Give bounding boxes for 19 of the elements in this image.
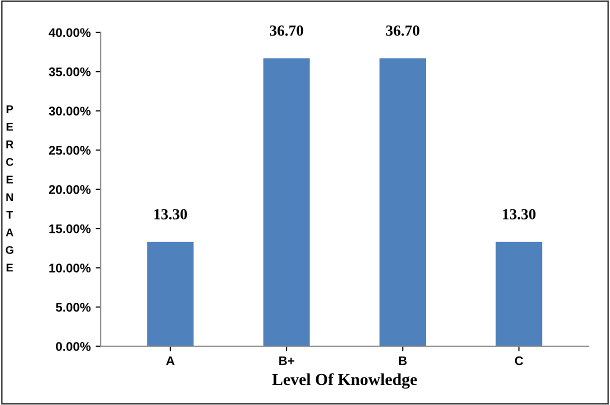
data-label: 13.30 [154,209,187,220]
x-tick-label: A [166,356,175,366]
y-tick-label: 30.00% [48,106,91,116]
y-tick-label: 40.00% [48,28,91,38]
text: PERCENTAGE [6,105,14,272]
data-label: 36.70 [270,25,304,36]
x-tick-label: B [399,356,407,366]
y-tick-label: 15.00% [49,224,91,234]
y-tick-label: 25.00% [48,146,91,155]
y-tick-label: 20.00% [48,185,91,194]
data-label: 36.70 [386,25,420,36]
x-tick-label: B+ [279,356,294,366]
x-axis-title: Level Of Knowledge [272,373,417,389]
y-tick-label: 35.00% [48,67,91,76]
y-tick-label: 5.00% [56,302,91,312]
data-label: 13.30 [502,209,536,220]
y-tick-label: 10.00% [49,264,91,272]
x-tick-label: C [514,356,524,366]
y-tick-label: 0.00% [56,342,91,351]
